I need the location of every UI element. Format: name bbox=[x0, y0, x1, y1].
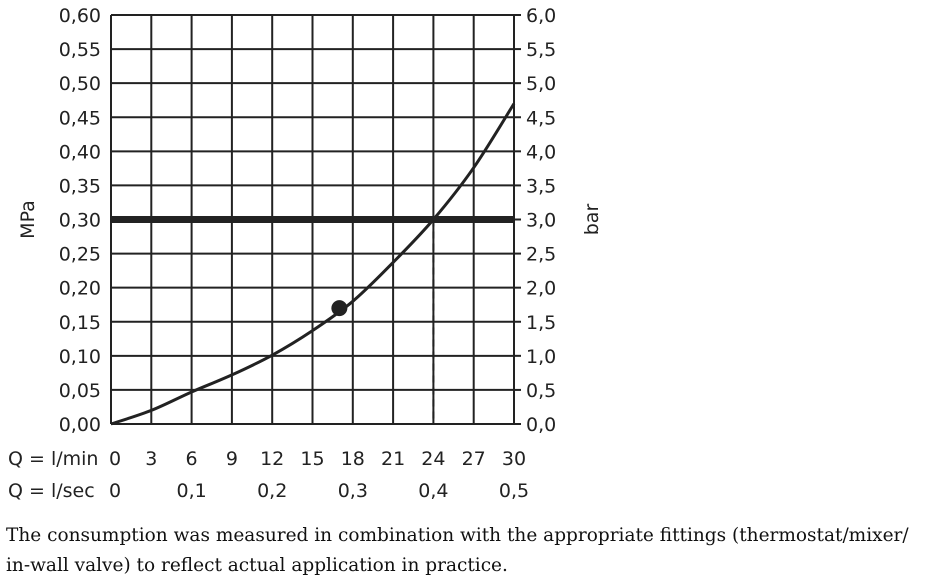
x-axis-lmin-ticks: 0 3 6 9 12 15 18 21 24 27 30 bbox=[109, 448, 526, 470]
x-lmin-tick-label: 0 bbox=[109, 448, 121, 470]
right-tick-label: 3,5 bbox=[526, 175, 556, 197]
x-lmin-tick-label: 21 bbox=[381, 448, 405, 470]
right-tick-label: 2,0 bbox=[526, 278, 556, 300]
operating-point-marker bbox=[331, 300, 348, 317]
x-lsec-tick-label: 0,1 bbox=[176, 480, 206, 502]
right-tick-label: 5,5 bbox=[526, 39, 556, 61]
x-lmin-tick-label: 27 bbox=[462, 448, 486, 470]
x-lmin-tick-label: 15 bbox=[300, 448, 324, 470]
x-lsec-tick-label: 0,5 bbox=[499, 480, 529, 502]
left-tick-label: 0,35 bbox=[59, 175, 101, 197]
left-axis-ticks: 0,00 0,05 0,10 0,15 0,20 0,25 0,30 0,35 0,40 0,45… bbox=[59, 5, 101, 436]
right-tick-label: 6,0 bbox=[526, 5, 556, 27]
x-lmin-tick-label: 24 bbox=[421, 448, 445, 470]
right-tick-label: 0,0 bbox=[526, 414, 556, 436]
series-curve bbox=[110, 102, 516, 426]
left-tick-label: 0,15 bbox=[59, 312, 101, 334]
x-lmin-tick-label: 9 bbox=[226, 448, 238, 470]
x-lmin-tick-label: 30 bbox=[502, 448, 526, 470]
right-axis-ticks: 0,0 0,5 1,0 1,5 2,0 2,5 3,0 3,5 4,0 4,5 5,0 5,5 6,0 bbox=[514, 5, 556, 436]
caption: The consumption was measured in combinat… bbox=[6, 521, 932, 581]
x-lsec-tick-label: 0,2 bbox=[257, 480, 287, 502]
right-tick-label: 0,5 bbox=[526, 380, 556, 402]
flow-pressure-chart: 0,000,050,100,150,200,250,300,350,400,45… bbox=[8, 5, 603, 502]
left-tick-label: 0,30 bbox=[59, 210, 101, 232]
x-lmin-tick-label: 12 bbox=[260, 448, 284, 470]
x-lmin-tick-label: 3 bbox=[145, 448, 157, 470]
left-tick-label: 0,20 bbox=[59, 278, 101, 300]
left-tick-label: 0,00 bbox=[59, 414, 101, 436]
right-tick-label: 3,0 bbox=[526, 210, 556, 232]
x-axis-lsec-ticks: 0 0,1 0,2 0,3 0,4 0,5 bbox=[109, 480, 529, 502]
left-tick-label: 0,50 bbox=[59, 73, 101, 95]
x-lsec-tick-label: 0 bbox=[109, 480, 121, 502]
left-tick-label: 0,10 bbox=[59, 346, 101, 368]
left-tick-label: 0,40 bbox=[59, 141, 101, 163]
x-lmin-tick-label: 18 bbox=[341, 448, 365, 470]
x-axis-lsec-title: Q = l/sec bbox=[8, 480, 95, 502]
right-tick-label: 5,0 bbox=[526, 73, 556, 95]
right-tick-label: 4,0 bbox=[526, 141, 556, 163]
left-tick-label: 0,60 bbox=[59, 5, 101, 27]
right-tick-label: 1,0 bbox=[526, 346, 556, 368]
right-tick-label: 1,5 bbox=[526, 312, 556, 334]
caption-line-2: in-wall valve) to reflect actual applica… bbox=[6, 555, 508, 576]
right-tick-label: 2,5 bbox=[526, 244, 556, 266]
left-tick-label: 0,55 bbox=[59, 39, 101, 61]
x-lsec-tick-label: 0,4 bbox=[418, 480, 448, 502]
left-tick-label: 0,45 bbox=[59, 107, 101, 129]
left-tick-label: 0,25 bbox=[59, 244, 101, 266]
x-axis-lmin-title: Q = l/min bbox=[8, 448, 98, 470]
left-axis-title: MPa bbox=[17, 200, 39, 239]
right-axis-title: bar bbox=[581, 204, 603, 236]
x-lsec-tick-label: 0,3 bbox=[338, 480, 368, 502]
left-tick-label: 0,05 bbox=[59, 380, 101, 402]
right-tick-label: 4,5 bbox=[526, 107, 556, 129]
x-lmin-tick-label: 6 bbox=[186, 448, 198, 470]
caption-line-1: The consumption was measured in combinat… bbox=[6, 525, 909, 546]
